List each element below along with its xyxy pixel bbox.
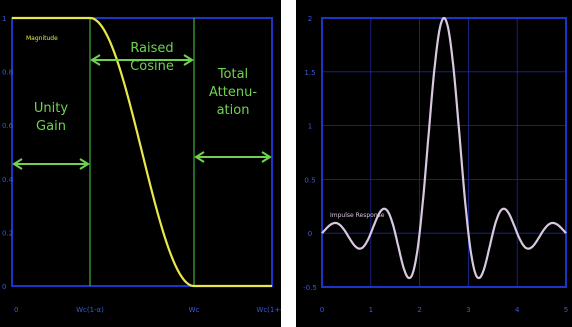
plot-frame [11,17,273,287]
y-tick-label: 0 [308,230,312,238]
impulse-response-chart: -0.5 0 0.5 1 1.5 2 0 1 2 3 4 5 Impulse Response [296,0,572,327]
annotation-unity-gain-arrow-right-head [79,158,90,170]
y-tick-label: 2 [308,15,312,23]
y-tick-label: 0.6 [2,122,14,130]
annotation-raised-cosine-line: Raised [130,41,173,56]
y-tick-label: 0.5 [304,176,315,184]
impulse-response-curve [321,16,567,280]
annotation-raised-cosine-arrow-right-head [183,54,194,66]
legend-impulse-response: Impulse Response [330,212,385,219]
plot-frame [321,17,567,288]
x-tick-label: Wc(1+α) [256,306,281,314]
y-tick-label: 0.8 [2,69,13,77]
x-tick-label: Wc(1-α) [76,306,104,314]
x-tick-label: 0 [14,306,18,314]
annotation-raised-cosine-arrow [90,54,194,66]
annotation-total-attenuation-line: Total [217,67,248,82]
annotation-total-attenuation-line: Attenu- [209,85,257,100]
x-tick-label: 2 [417,306,421,314]
annotation-unity-gain-arrow-left-head [12,158,23,170]
annotation-raised-cosine-arrow-left-head [90,54,101,66]
legend-magnitude: Magnitude [26,35,58,42]
magnitude-chart-svg: 00.20.40.60.810Wc(1-α)WcWc(1+α)2WcMagnit… [0,15,281,314]
x-tick-label: 4 [515,306,520,314]
annotation-total-attenuation-line: ation [217,103,250,118]
annotation-total-attenuation-arrow [194,151,272,163]
raised-cosine-magnitude-chart: 00.20.40.60.810Wc(1-α)WcWc(1+α)2WcMagnit… [0,0,281,327]
x-tick-label: 0 [320,306,324,314]
y-tick-label: 1.5 [304,69,315,77]
x-tick-label: 5 [564,306,568,314]
y-tick-label: 0.4 [2,176,14,184]
x-tick-label: 1 [369,306,373,314]
y-tick-label: 0.2 [2,229,13,237]
magnitude-curve [12,16,272,288]
impulse-response-chart-svg: -0.5 0 0.5 1 1.5 2 0 1 2 3 4 5 Impulse Response [303,15,568,314]
y-tick-label: -0.5 [303,284,317,292]
annotation-total-attenuation-arrow-right-head [261,151,272,163]
x-tick-label: Wc [189,306,200,314]
annotation-unity-gain-line: Gain [36,119,66,134]
annotation-raised-cosine-line: Cosine [130,59,174,74]
annotation-unity-gain-line: Unity [34,101,68,116]
x-tick-label: 3 [466,306,470,314]
annotation-total-attenuation-arrow-left-head [194,151,205,163]
y-tick-label: 1 [2,15,6,23]
y-tick-label: 0 [2,283,6,291]
y-tick-label: 1 [308,123,312,131]
annotation-unity-gain-arrow [12,158,90,170]
